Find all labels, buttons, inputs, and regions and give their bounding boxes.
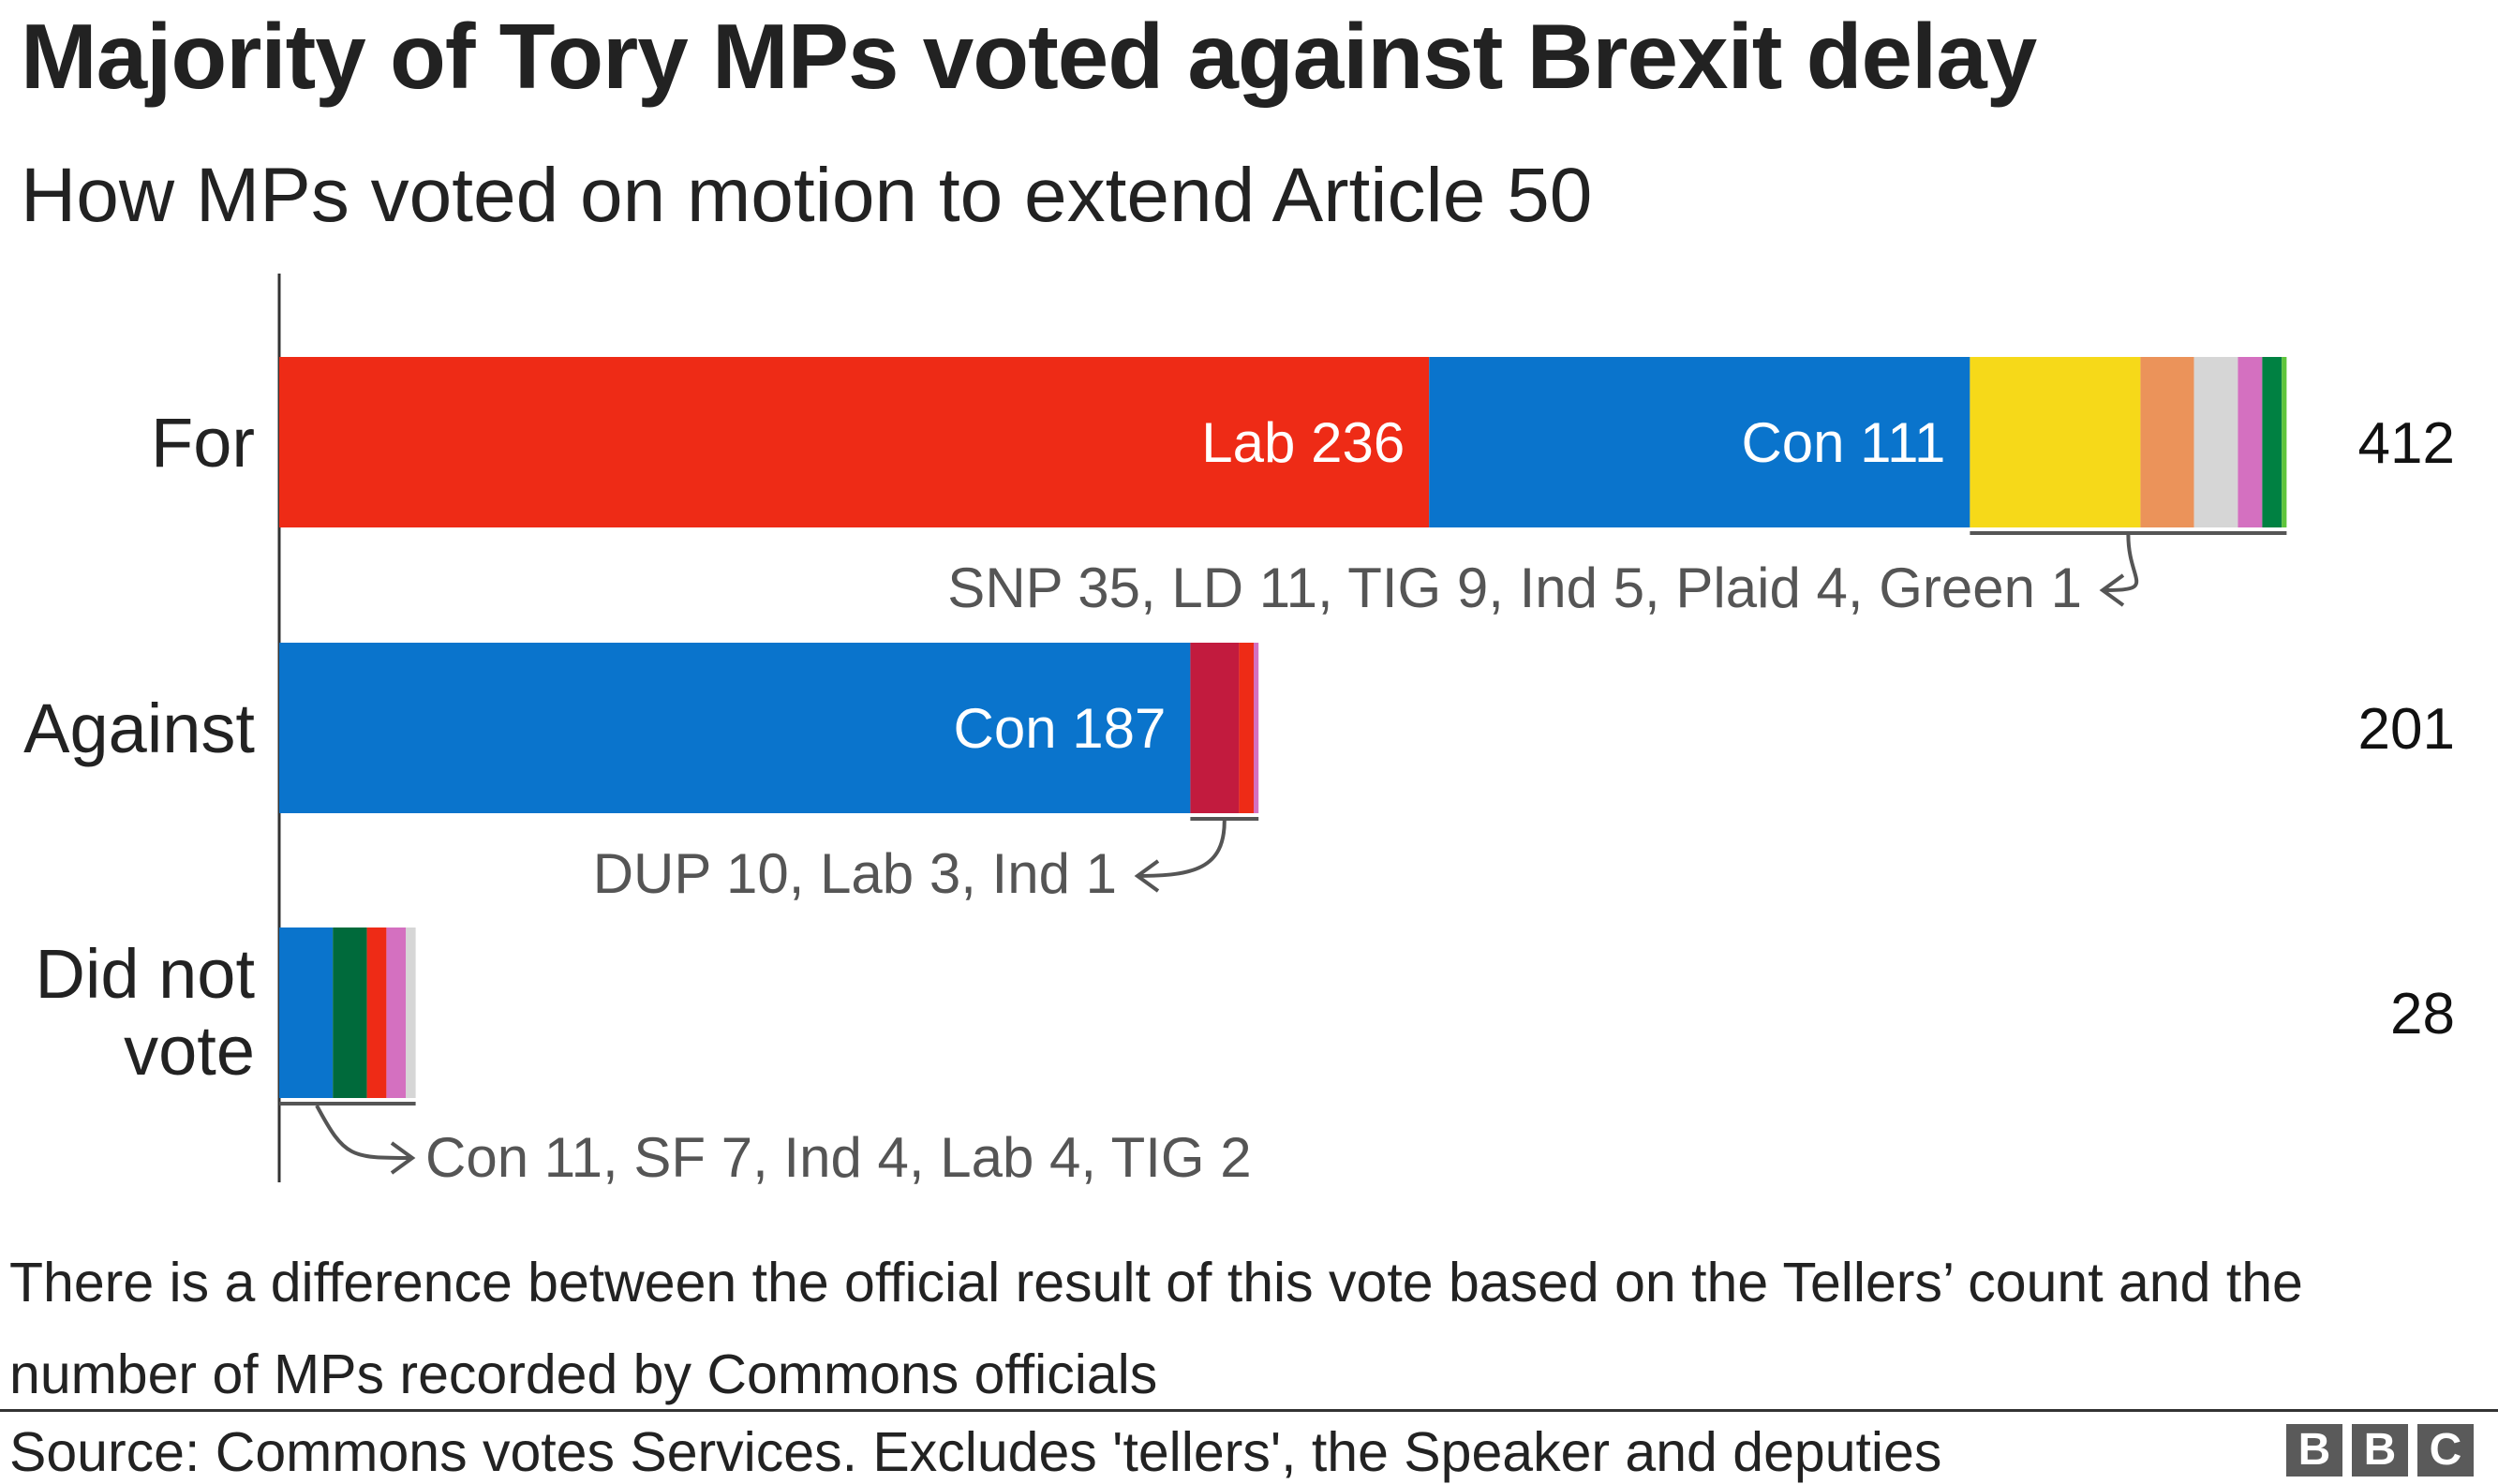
stacked-bar-chart: Lab 236 Con 111 For 412 SNP 35, LD 11, TIG 9… (23, 274, 2455, 1189)
annotation-arrow-0 (2102, 534, 2139, 592)
total-label-1: 201 (2358, 697, 2455, 762)
bbc-logo-letter-b2: B (2352, 1424, 2408, 1477)
annotation-arrow-1 (1137, 820, 1227, 878)
chart-title: Majority of Tory MPs voted against Brexi… (21, 5, 2037, 108)
bar-segment-against-ind (1254, 643, 1259, 813)
annotation-text-0: SNP 35, LD 11, TIG 9, Ind 5, Plaid 4, Gr… (947, 556, 2082, 619)
bar-segment-against-dup (1190, 643, 1240, 813)
segment-label-lab: Lab 236 (1201, 411, 1405, 474)
footer-divider (0, 1409, 2498, 1412)
bar-segment-for-plaid (2262, 357, 2282, 527)
total-label-0: 412 (2358, 411, 2455, 476)
bar-segment-for-con (1429, 357, 1970, 527)
bbc-logo-letter-c: C (2417, 1424, 2474, 1477)
annotation-text-2: Con 11, SF 7, Ind 4, Lab 4, TIG 2 (425, 1126, 1252, 1189)
bar-segment-did-not-vote-lab (386, 928, 407, 1098)
bar-segment-for-ld (2140, 357, 2194, 527)
category-label-2-line-0: Did not (36, 935, 256, 1013)
category-label-1: Against (23, 690, 255, 767)
bar-segment-for-lab (279, 357, 1430, 527)
segment-label-con: Con 187 (954, 697, 1167, 760)
annotation-text-1: DUP 10, Lab 3, Ind 1 (593, 842, 1117, 905)
bar-segment-did-not-vote-con (279, 928, 334, 1098)
annotation-arrowhead-1 (1134, 859, 1160, 893)
bar-segment-did-not-vote-tig (406, 928, 416, 1098)
segment-label-con: Con 111 (1741, 411, 1945, 474)
chart-subtitle: How MPs voted on motion to extend Articl… (21, 153, 1593, 238)
source-text: Source: Commons votes Services. Excludes… (9, 1421, 1942, 1483)
annotation-arrow-2 (315, 1105, 413, 1160)
total-label-2: 28 (2390, 982, 2455, 1046)
bar-segment-against-lab (1239, 643, 1254, 813)
bar-segment-for-tig (2193, 357, 2238, 527)
category-label-2-line-1: vote (124, 1012, 255, 1090)
bar-segment-did-not-vote-sf (333, 928, 367, 1098)
bar-segment-against-con (279, 643, 1191, 813)
footnote: There is a difference between the offici… (9, 1252, 2303, 1405)
bar-segment-for-green (2282, 357, 2287, 527)
bar-segment-did-not-vote-ind (366, 928, 387, 1098)
bar-segment-for-ind (2238, 357, 2263, 527)
bbc-logo-letter-b1: B (2286, 1424, 2342, 1477)
category-label-0: For (151, 404, 255, 482)
bbc-logo: B B C (2286, 1424, 2474, 1477)
bar-segment-for-snp (1970, 357, 2141, 527)
annotation-arrowhead-2 (390, 1141, 416, 1175)
annotation-arrowhead-0 (2099, 573, 2125, 607)
